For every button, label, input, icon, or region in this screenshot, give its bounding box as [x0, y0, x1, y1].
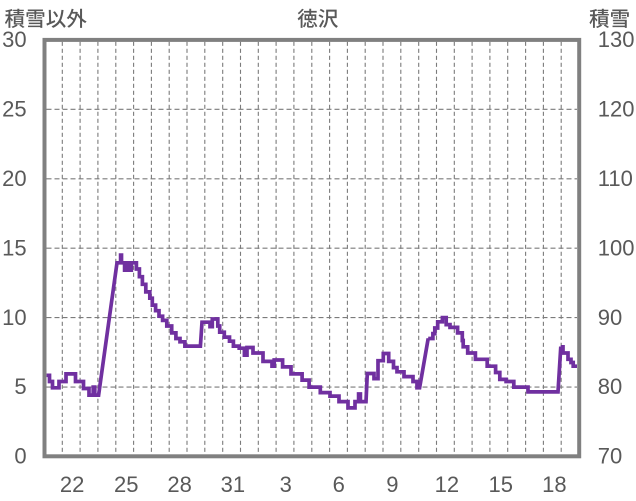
svg-text:80: 80 [598, 374, 622, 399]
svg-text:10: 10 [2, 305, 26, 330]
svg-text:90: 90 [598, 305, 622, 330]
svg-text:130: 130 [598, 27, 635, 52]
svg-text:70: 70 [598, 444, 622, 469]
svg-text:28: 28 [167, 472, 191, 497]
svg-text:120: 120 [598, 96, 635, 121]
svg-text:9: 9 [386, 472, 398, 497]
svg-text:15: 15 [2, 235, 26, 260]
svg-text:15: 15 [488, 472, 512, 497]
svg-text:3: 3 [280, 472, 292, 497]
svg-text:30: 30 [2, 27, 26, 52]
svg-text:25: 25 [2, 96, 26, 121]
svg-text:18: 18 [542, 472, 566, 497]
svg-text:5: 5 [14, 374, 26, 399]
svg-text:31: 31 [221, 472, 245, 497]
svg-text:100: 100 [598, 235, 635, 260]
svg-text:12: 12 [435, 472, 459, 497]
svg-text:110: 110 [598, 166, 633, 191]
svg-text:0: 0 [14, 444, 26, 469]
svg-text:25: 25 [114, 472, 138, 497]
svg-text:20: 20 [2, 166, 26, 191]
svg-text:22: 22 [60, 472, 84, 497]
svg-text:6: 6 [333, 472, 345, 497]
